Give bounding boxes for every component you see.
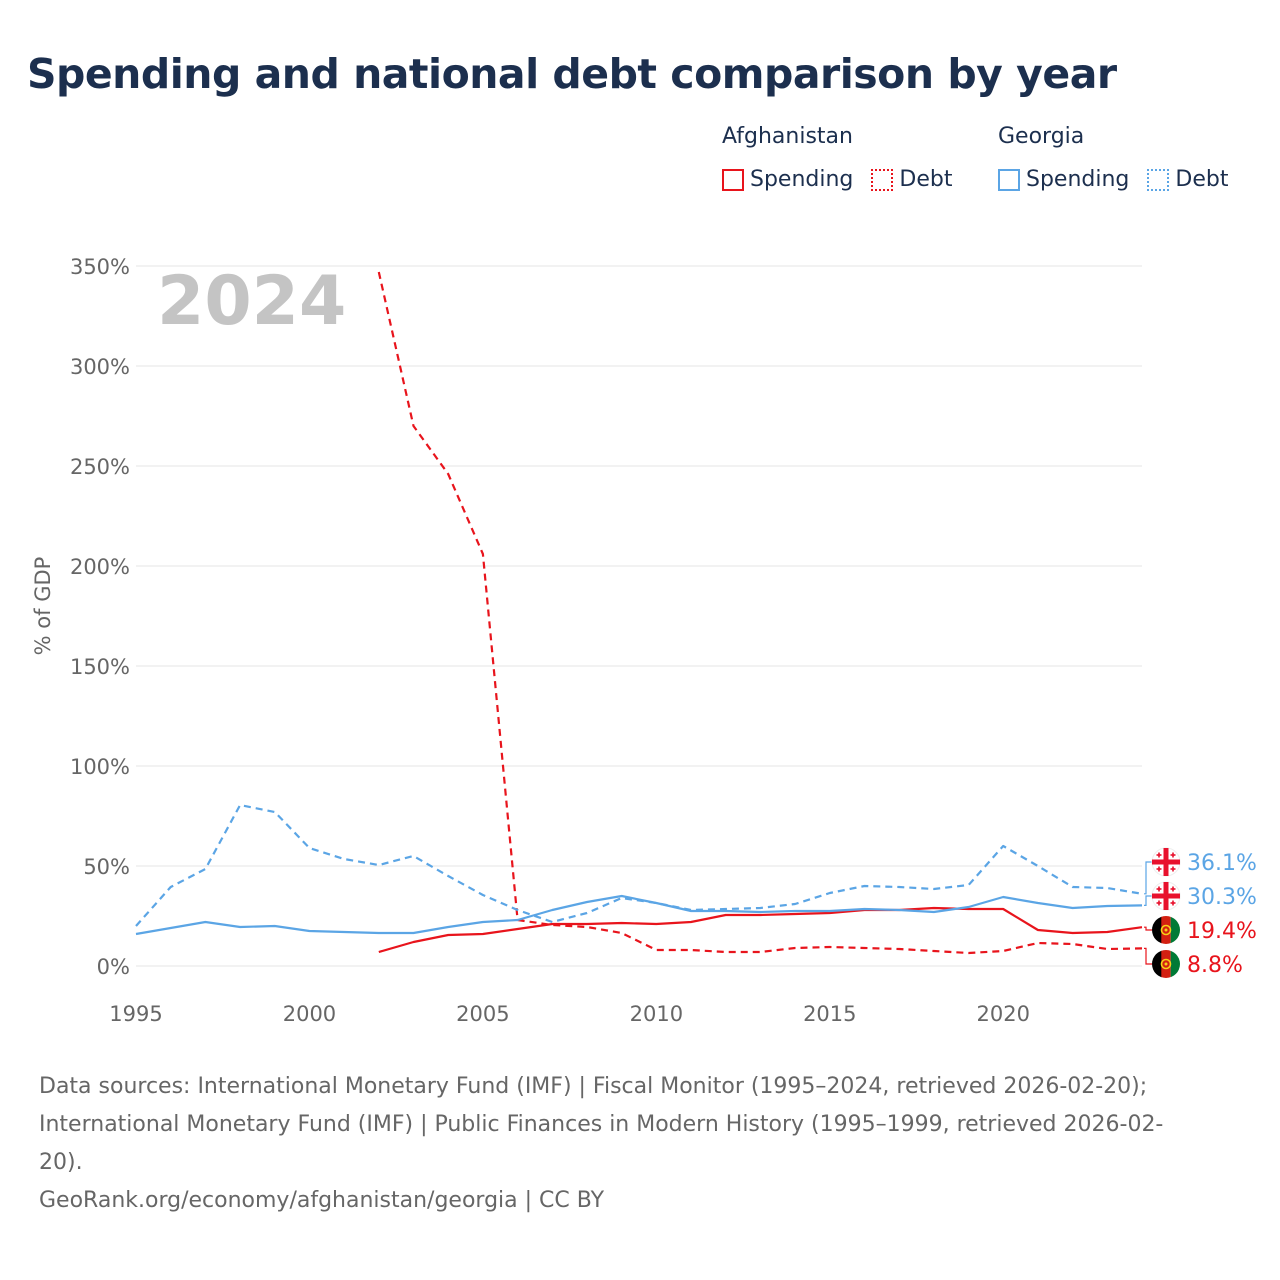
end-label-connector: [1144, 895, 1152, 906]
x-tick-label: 2020: [977, 1002, 1030, 1026]
chart-title: Spending and national debt comparison by…: [27, 50, 1117, 98]
georgia-flag-icon: [1151, 847, 1181, 877]
end-label-value: 8.8%: [1187, 953, 1243, 978]
legend-item-georgia-spending[interactable]: Spending: [998, 167, 1129, 192]
x-tick-label: 2010: [630, 1002, 683, 1026]
y-tick-label: 200%: [70, 555, 130, 579]
end-label-value: 19.4%: [1187, 919, 1257, 944]
footer-credit[interactable]: GeoRank.org/economy/afghanistan/georgia …: [39, 1188, 605, 1213]
legend-swatch-solid: [722, 168, 744, 191]
year-watermark: 2024: [157, 262, 346, 341]
footer-sources-line2: International Monetary Fund (IMF) | Publ…: [39, 1112, 1164, 1137]
x-axis-ticks: 1995 2000 2005 2010 2015 2020: [109, 1002, 1030, 1026]
legend-swatch-dotted: [1147, 168, 1170, 191]
legend-swatch-dotted: [871, 168, 894, 191]
y-tick-label: 100%: [70, 755, 130, 779]
end-label-value: 30.3%: [1187, 885, 1257, 910]
legend-country-afghanistan: Afghanistan: [722, 124, 853, 149]
x-tick-label: 1995: [109, 1002, 162, 1026]
y-axis-ticks: 0% 50% 100% 150% 200% 250% 300% 350%: [70, 255, 130, 979]
legend-group-afghanistan: Afghanistan Spending Debt: [722, 124, 970, 192]
y-tick-label: 50%: [83, 855, 130, 879]
footer-sources-line3: 20).: [39, 1150, 83, 1175]
afghanistan-flag-icon: [1152, 916, 1180, 944]
x-tick-label: 2005: [456, 1002, 509, 1026]
footer: Data sources: International Monetary Fun…: [39, 1068, 1239, 1220]
y-tick-label: 0%: [97, 955, 130, 979]
series-line-georgia-spending[interactable]: [135, 894, 1143, 936]
end-label-connector: [1144, 947, 1152, 965]
end-label-value: 36.1%: [1187, 851, 1257, 876]
legend-item-afghanistan-spending[interactable]: Spending: [722, 167, 853, 192]
y-axis-label: % of GDP: [31, 557, 55, 656]
legend-group-georgia: Georgia Spending Debt: [998, 124, 1246, 192]
legend-swatch-solid: [998, 168, 1020, 191]
georgia-flag-icon: [1151, 881, 1181, 911]
series-line-georgia-debt[interactable]: [135, 803, 1143, 927]
end-label-connector: [1144, 861, 1152, 895]
series-line-afghanistan-spending[interactable]: [378, 906, 1143, 954]
end-label-connector: [1144, 926, 1152, 931]
y-tick-label: 250%: [70, 455, 130, 479]
x-tick-label: 2015: [803, 1002, 856, 1026]
y-tick-label: 350%: [70, 255, 130, 279]
y-tick-label: 150%: [70, 655, 130, 679]
y-tick-label: 300%: [70, 355, 130, 379]
afghanistan-flag-icon: [1152, 950, 1180, 978]
x-tick-label: 2000: [283, 1002, 336, 1026]
legend-country-georgia: Georgia: [998, 124, 1085, 149]
legend-item-georgia-debt[interactable]: Debt: [1147, 167, 1228, 192]
gridlines: [136, 265, 1142, 967]
footer-sources-line1: Data sources: International Monetary Fun…: [39, 1074, 1148, 1099]
legend-item-afghanistan-debt[interactable]: Debt: [871, 167, 952, 192]
line-chart: 0% 50% 100% 150% 200% 250% 300% 350% 1995 2000 20…: [31, 255, 1257, 1026]
series-line-afghanistan-debt[interactable]: [377, 271, 1143, 955]
series-lines: [135, 271, 1143, 955]
end-labels: 36.1% 30.3% 19.4% 8.8%: [1144, 847, 1257, 978]
